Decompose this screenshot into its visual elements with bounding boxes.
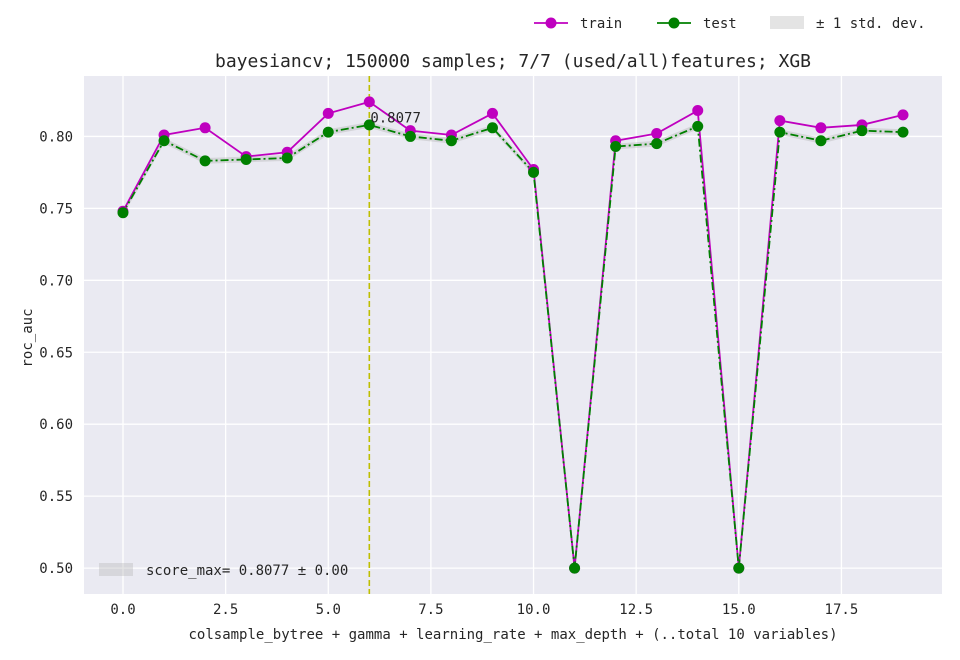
chart-title: bayesiancv; 150000 samples; 7/7 (used/al… bbox=[215, 51, 811, 72]
data-point-test bbox=[199, 155, 211, 167]
data-point-test bbox=[774, 126, 786, 138]
y-axis-label: roc_auc bbox=[20, 308, 36, 367]
data-point-test bbox=[733, 562, 745, 574]
data-point-train bbox=[363, 96, 375, 108]
x-tick-label: 17.5 bbox=[825, 602, 859, 618]
x-tick-label: 15.0 bbox=[722, 602, 756, 618]
x-axis-label: colsample_bytree + gamma + learning_rate… bbox=[188, 627, 837, 643]
legend-train-label: train bbox=[580, 16, 622, 32]
data-point-test bbox=[692, 120, 704, 132]
legend-entry-test: test bbox=[657, 16, 737, 32]
data-point-test bbox=[569, 562, 581, 574]
x-tick-label: 5.0 bbox=[316, 602, 341, 618]
series-lines bbox=[117, 96, 909, 574]
y-tick-label: 0.60 bbox=[39, 417, 73, 433]
legend-test-label: test bbox=[703, 16, 737, 32]
y-tick-label: 0.70 bbox=[39, 273, 73, 289]
data-point-test bbox=[445, 135, 457, 147]
data-point-train bbox=[897, 109, 909, 121]
data-point-test bbox=[322, 126, 334, 138]
data-point-test bbox=[610, 141, 622, 153]
y-tick-label: 0.80 bbox=[39, 129, 73, 145]
y-tick-label: 0.55 bbox=[39, 489, 73, 505]
legend-entry-std: ± 1 std. dev. bbox=[770, 16, 926, 32]
grid bbox=[84, 76, 942, 594]
legend-entry-train: train bbox=[534, 16, 622, 32]
score-max-label: score_max= 0.8077 ± 0.00 bbox=[146, 563, 348, 579]
x-tick-label: 0.0 bbox=[110, 602, 135, 618]
data-point-test bbox=[528, 166, 540, 178]
data-point-train bbox=[322, 107, 334, 119]
data-point-test bbox=[117, 207, 129, 219]
legend-std-label: ± 1 std. dev. bbox=[816, 16, 926, 32]
legend-std-swatch bbox=[770, 16, 804, 29]
data-point-train bbox=[651, 128, 663, 140]
x-tick-label: 12.5 bbox=[619, 602, 653, 618]
x-tick-label: 2.5 bbox=[213, 602, 238, 618]
plot-background bbox=[84, 76, 942, 594]
axis-ticks: 0.0 2.5 5.0 7.5 10.0 12.5 15.0 17.5 0.50 0.55 0.60… bbox=[39, 129, 858, 618]
data-point-train bbox=[774, 115, 786, 127]
data-point-test bbox=[815, 135, 827, 147]
data-point-test bbox=[856, 125, 868, 137]
legend-train-marker bbox=[545, 17, 557, 29]
series-line-test bbox=[122, 124, 904, 569]
y-tick-label: 0.65 bbox=[39, 345, 73, 361]
data-point-test bbox=[651, 138, 663, 150]
data-point-test bbox=[158, 135, 170, 147]
y-tick-label: 0.75 bbox=[39, 201, 73, 217]
data-point-train bbox=[486, 107, 498, 119]
data-point-test bbox=[240, 153, 252, 165]
x-tick-label: 10.0 bbox=[517, 602, 551, 618]
y-tick-label: 0.50 bbox=[39, 561, 73, 577]
data-point-train bbox=[815, 122, 827, 134]
legend-test-marker bbox=[668, 17, 680, 29]
x-tick-label: 7.5 bbox=[418, 602, 443, 618]
data-point-train bbox=[199, 122, 211, 134]
data-point-test bbox=[363, 119, 375, 131]
data-point-test bbox=[897, 126, 909, 138]
score-max-legend: score_max= 0.8077 ± 0.00 bbox=[99, 563, 348, 579]
data-point-test bbox=[486, 122, 498, 134]
legend: train test ± 1 std. dev. bbox=[534, 16, 926, 32]
data-point-train bbox=[692, 105, 704, 117]
data-point-test bbox=[281, 152, 293, 164]
data-point-test bbox=[404, 130, 416, 142]
score-max-swatch bbox=[99, 563, 133, 576]
best-score-annotation: 0.8077 bbox=[370, 110, 421, 126]
